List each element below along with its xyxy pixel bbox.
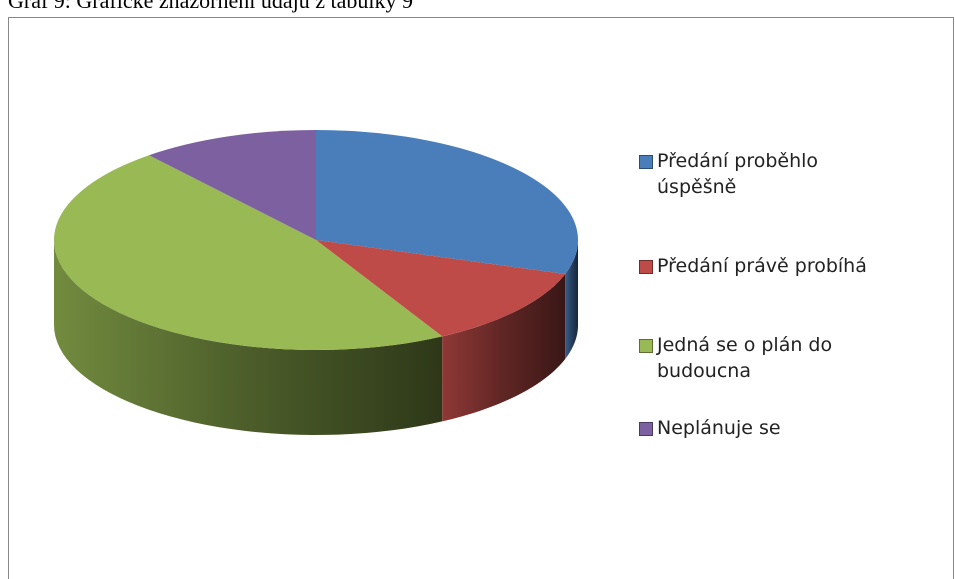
legend-swatch bbox=[639, 155, 653, 169]
legend-swatch bbox=[639, 422, 653, 436]
slice bbox=[54, 155, 443, 350]
chart-title: Graf 9: Grafické znázornění údajů z tabu… bbox=[8, 0, 413, 13]
legend-swatch bbox=[639, 260, 653, 274]
legend-label: Neplánuje se bbox=[657, 417, 781, 439]
chart-frame bbox=[8, 17, 954, 579]
legend-item: Předání proběhlo úspěšně bbox=[637, 148, 867, 200]
slice bbox=[148, 130, 316, 240]
slice bbox=[316, 240, 566, 337]
legend-item: Předání právě probíhá bbox=[637, 253, 867, 279]
legend-swatch bbox=[639, 339, 653, 353]
slice-side bbox=[442, 273, 566, 422]
legend-item: Jedná se o plán do budoucna bbox=[637, 332, 867, 384]
slice-side bbox=[565, 240, 578, 359]
legend-label: Předání proběhlo úspěšně bbox=[657, 150, 819, 198]
slice bbox=[316, 130, 578, 274]
legend: Předání proběhlo úspěšně Předání právě pr… bbox=[637, 148, 867, 441]
legend-label: Předání právě probíhá bbox=[657, 255, 867, 277]
legend-label: Jedná se o plán do budoucna bbox=[657, 334, 833, 382]
legend-item: Neplánuje se bbox=[637, 415, 867, 441]
slice-side bbox=[54, 240, 443, 435]
